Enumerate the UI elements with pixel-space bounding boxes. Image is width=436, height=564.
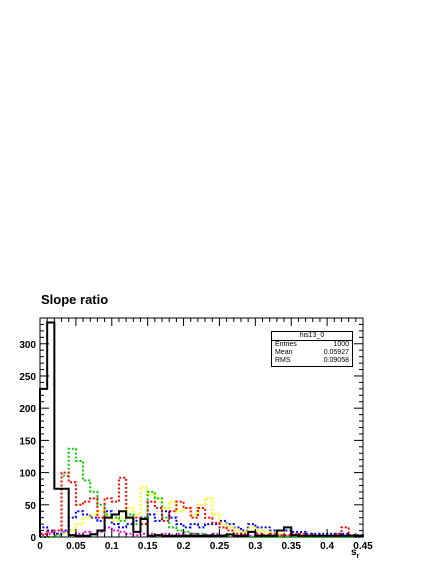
stats-entries-row: Entries 1000 xyxy=(272,341,352,349)
x-tick-label: 0 xyxy=(37,541,43,552)
histogram-series-2 xyxy=(40,447,363,538)
stats-entries-label: Entries xyxy=(275,341,297,348)
y-tick-label: 150 xyxy=(19,436,36,447)
y-tick-label: 200 xyxy=(19,404,36,415)
stats-mean-label: Mean xyxy=(275,349,293,356)
stats-rms-row: RMS 0.09058 xyxy=(272,357,352,365)
x-tick-label: 0.1 xyxy=(105,541,119,552)
chart-title: Slope ratio xyxy=(41,292,109,307)
x-tick-label: 0.35 xyxy=(281,541,301,552)
x-tick-label: 0.2 xyxy=(177,541,191,552)
stats-rms-value: 0.09058 xyxy=(323,357,349,364)
x-tick-label: 0.4 xyxy=(320,541,334,552)
x-tick-label: 0.45 xyxy=(353,541,373,552)
x-axis-label-main: s xyxy=(351,547,357,558)
x-tick-label: 0.05 xyxy=(66,541,86,552)
stats-mean-value: 0.05927 xyxy=(323,349,349,356)
y-tick-label: 250 xyxy=(19,372,36,383)
stats-rms-label: RMS xyxy=(275,357,291,364)
y-tick-label: 50 xyxy=(25,501,37,512)
stats-box-name: his13_0 xyxy=(272,332,352,341)
y-tick-label: 100 xyxy=(19,469,36,480)
histogram-series-3 xyxy=(40,485,364,538)
stats-entries-value: 1000 xyxy=(333,341,349,348)
x-tick-label: 0.25 xyxy=(210,541,230,552)
stats-box: his13_0 Entries 1000 Mean 0.05927 RMS 0.… xyxy=(271,331,353,367)
x-tick-label: 0.15 xyxy=(138,541,158,552)
x-axis-label: sr xyxy=(351,547,359,560)
y-tick-label: 0 xyxy=(30,533,36,544)
x-tick-label: 0.3 xyxy=(248,541,262,552)
x-axis-label-subscript: r xyxy=(356,553,360,560)
stats-mean-row: Mean 0.05927 xyxy=(272,349,352,357)
y-tick-label: 300 xyxy=(19,340,36,351)
